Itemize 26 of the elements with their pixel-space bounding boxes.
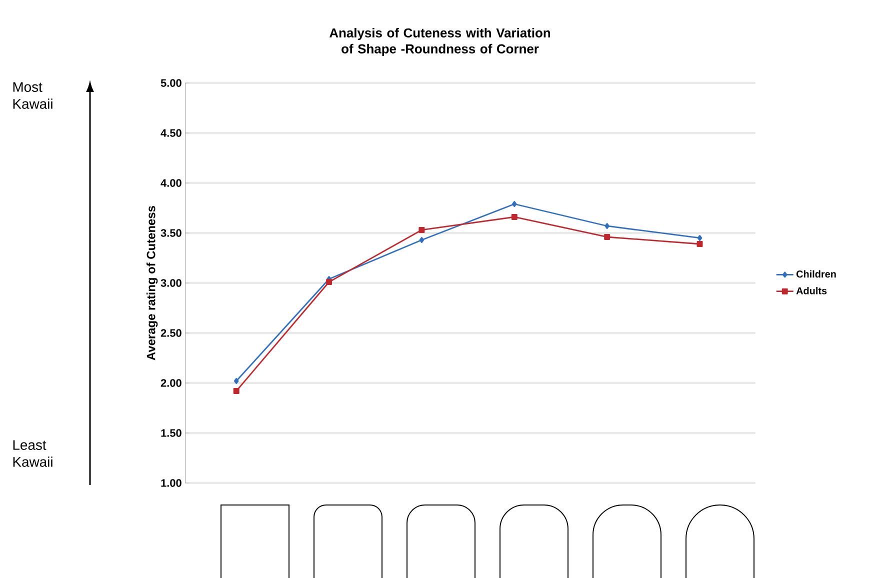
text: Least Kawaii [13, 440, 52, 467]
point [696, 241, 703, 247]
y-tick-label: 3.00 [160, 279, 182, 287]
y-tick-label: 4.00 [160, 179, 182, 187]
y-tick-label: 1.50 [161, 429, 182, 437]
point [697, 235, 702, 241]
point [604, 223, 610, 229]
point [326, 279, 332, 285]
text: Most Kawaii [13, 82, 52, 109]
chart-title: Analysis of Cuteness with Variation of Shape -Roundness of Corner [330, 28, 550, 56]
point [234, 378, 239, 384]
point [512, 201, 517, 207]
y-tick-label: 1.00 [161, 479, 182, 487]
y-tick-label: 5.00 [160, 79, 182, 87]
point [511, 214, 518, 220]
point [604, 234, 610, 240]
point [419, 237, 424, 243]
y-axis-title: Average rating of Cuteness [146, 206, 158, 360]
legend-label: Children [796, 270, 836, 278]
legend-label: Adults [796, 286, 827, 294]
point [418, 227, 425, 233]
y-tick-label: 4.50 [160, 129, 182, 137]
y-tick-label: 2.00 [160, 379, 182, 387]
point [233, 388, 240, 394]
y-tick-label: 3.50 [160, 229, 182, 237]
y-tick-label: 2.50 [160, 329, 182, 337]
